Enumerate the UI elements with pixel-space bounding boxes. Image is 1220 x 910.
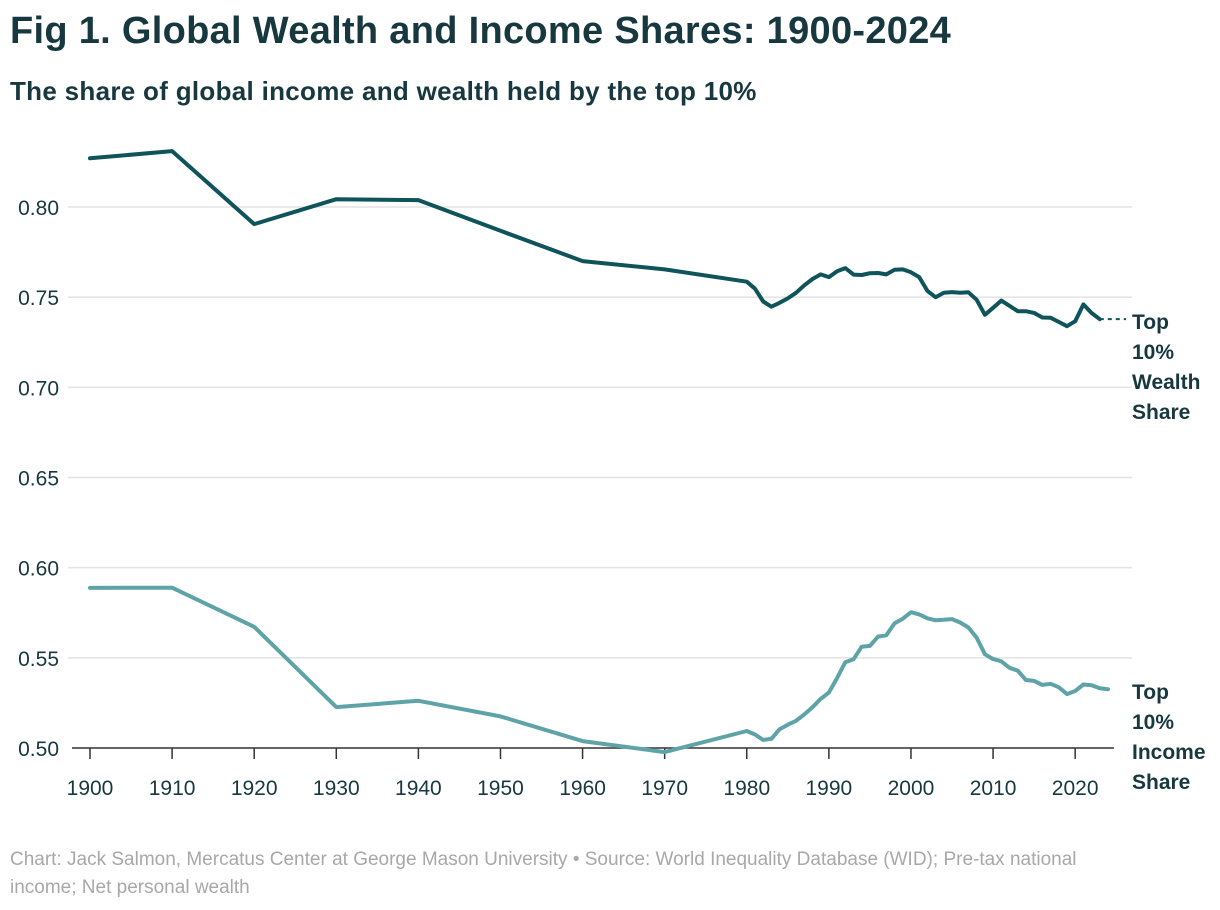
- income-series-label: Share: [1132, 771, 1190, 794]
- series-layer: [88, 149, 1126, 755]
- x-tick-label: 1920: [231, 777, 278, 800]
- x-tick-label: 2010: [970, 777, 1017, 800]
- gridlines: [68, 206, 1132, 659]
- footer-source-line: Chart: Jack Salmon, Mercatus Center at G…: [10, 849, 1077, 870]
- x-tick-label: 1940: [395, 777, 442, 800]
- wealth-series-label: Top: [1132, 311, 1169, 334]
- chart-subtitle: The share of global income and wealth he…: [10, 76, 757, 106]
- series-labels: Top 10% Wealth Share Top 10% Income Share: [1132, 311, 1206, 794]
- income-share-line: [88, 585, 1110, 755]
- x-tick-label: 2000: [888, 777, 935, 800]
- chart-footer: Chart: Jack Salmon, Mercatus Center at G…: [10, 846, 1210, 902]
- income-series-label: Top: [1132, 681, 1169, 704]
- income-series-label: 10%: [1132, 711, 1174, 734]
- y-tick-label: 0.80: [18, 197, 59, 220]
- y-tick-label: 0.55: [18, 648, 59, 671]
- x-tick-label: 1960: [559, 777, 606, 800]
- y-axis-ticks: 0.50 0.55 0.60 0.65 0.70 0.75 0.80: [18, 197, 59, 761]
- y-tick-label: 0.75: [18, 287, 59, 310]
- y-tick-label: 0.70: [18, 377, 59, 400]
- wealth-series-label: 10%: [1132, 341, 1174, 364]
- x-tick-label: 1950: [477, 777, 524, 800]
- x-tick-label: 1970: [641, 777, 688, 800]
- wealth-share-line: [88, 149, 1102, 329]
- x-tick-label: 1980: [723, 777, 770, 800]
- x-tick-label: 1910: [149, 777, 196, 800]
- x-tick-label: 1900: [67, 777, 114, 800]
- y-tick-label: 0.50: [18, 738, 59, 761]
- wealth-series-label: Wealth: [1132, 371, 1200, 394]
- footer-source-line-2: income; Net personal wealth: [10, 877, 250, 898]
- y-tick-label: 0.65: [18, 468, 59, 491]
- x-tick-label: 2020: [1052, 777, 1099, 800]
- y-tick-label: 0.60: [18, 558, 59, 581]
- income-series-label: Income: [1132, 741, 1206, 764]
- wealth-series-label: Share: [1132, 401, 1190, 424]
- chart-title: Fig 1. Global Wealth and Income Shares: …: [10, 10, 952, 52]
- x-axis: 1900 1910 1920 1930 1940 1950 1960 1970 1980 1990…: [67, 747, 1114, 800]
- x-tick-label: 1990: [806, 777, 853, 800]
- x-tick-label: 1930: [313, 777, 360, 800]
